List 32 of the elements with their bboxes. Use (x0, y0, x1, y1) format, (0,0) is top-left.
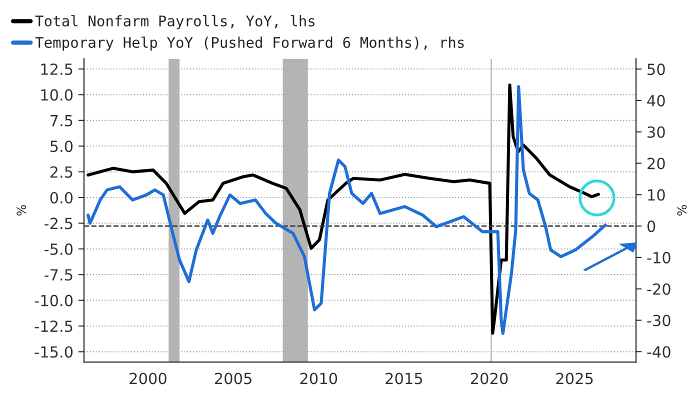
legend-label: Total Nonfarm Payrolls, YoY, lhs (35, 15, 315, 30)
y-tick-label: 12.5 (41, 63, 72, 76)
y-tick-label: 7.5 (50, 115, 72, 126)
y2-axis-title: % (677, 205, 687, 216)
y-axis-title: % (16, 205, 26, 216)
y2-tick-label: -10 (647, 252, 670, 264)
x-tick-label: 2005 (214, 372, 252, 384)
y-tick-label: -15.0 (34, 346, 73, 358)
y2-tick-label: 40 (647, 94, 665, 106)
y2-tick-label: 30 (648, 126, 665, 138)
y-tick-label: -10.0 (34, 294, 73, 306)
y-tick-label: -5.0 (44, 243, 73, 255)
x-tick-label: 2020 (470, 372, 508, 384)
y2-tick-label: -30 (647, 314, 670, 326)
y-tick-label: 10.0 (41, 89, 73, 101)
y2-tick-label: 20 (648, 158, 665, 170)
x-tick-label: 2015 (386, 372, 422, 384)
x-tick-label: 2010 (300, 372, 338, 384)
x-tick-label: 2025 (556, 372, 593, 384)
x-tick-label: 2000 (130, 372, 166, 384)
y2-tick-label: -20 (647, 283, 670, 295)
y-tick-label: -2.5 (44, 218, 72, 230)
y-tick-label: -12.5 (34, 320, 72, 332)
legend-label: Temporary Help YoY (Pushed Forward 6 Months), rhs (35, 36, 464, 51)
y-tick-label: -7.5 (44, 269, 72, 281)
y2-tick-label: 0 (647, 220, 656, 232)
y-tick-label: 2.5 (50, 166, 72, 178)
y2-tick-label: 50 (648, 64, 665, 76)
y2-tick-label: -40 (647, 346, 670, 358)
y-tick-label: 0.0 (50, 192, 73, 204)
y2-tick-label: 10 (648, 189, 665, 201)
y-tick-label: 5.0 (50, 140, 73, 152)
